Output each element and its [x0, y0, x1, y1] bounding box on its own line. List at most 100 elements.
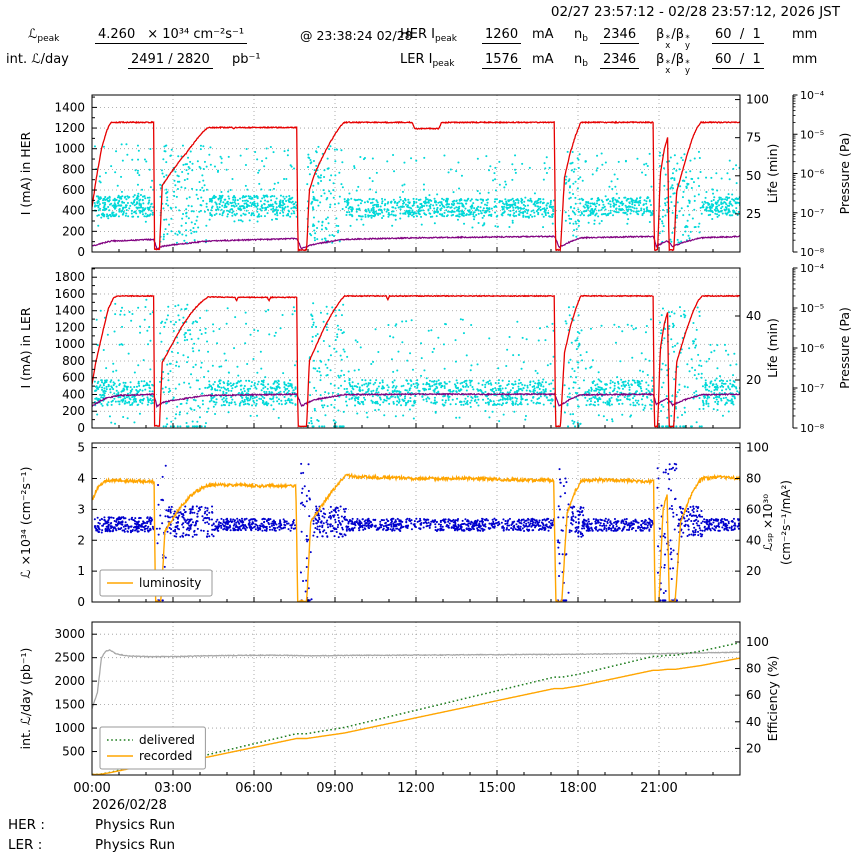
ler-pressure-line — [92, 392, 740, 409]
ler-run-line: LER : Physics Run — [0, 837, 400, 855]
svg-text:Efficiency (%): Efficiency (%) — [765, 656, 780, 742]
her-pressure-axis: 10⁻⁴ 10⁻⁵ 10⁻⁶ 10⁻⁷ 10⁻⁸ Pressure (Pa) — [792, 89, 852, 259]
svg-text:21:00: 21:00 — [640, 781, 677, 796]
svg-text:10⁻⁶: 10⁻⁶ — [800, 342, 825, 355]
svg-text:18:00: 18:00 — [559, 781, 596, 796]
svg-text:1400: 1400 — [54, 100, 85, 114]
svg-text:I (mA) in HER: I (mA) in HER — [18, 131, 33, 215]
header-date-range: 02/27 23:57:12 - 02/28 23:57:12, 2026 JS… — [550, 4, 840, 20]
lpeak-value: 4.260 — [98, 27, 136, 42]
int-lday-unit: pb⁻¹ — [232, 52, 261, 67]
her-nb-label: nb — [574, 27, 588, 44]
luminosity-specific-luminosity-scatter — [93, 462, 740, 602]
svg-text:Life (min): Life (min) — [765, 318, 780, 378]
svg-text:20: 20 — [746, 564, 761, 578]
svg-text:1000: 1000 — [54, 721, 85, 735]
ler-lifetime-scatter — [93, 298, 740, 428]
her-beta-label: β * x/β * y — [656, 27, 691, 51]
svg-text:200: 200 — [62, 404, 85, 418]
svg-text:4: 4 — [77, 472, 85, 486]
svg-text:40: 40 — [746, 715, 761, 729]
luminosity-luminosity-line — [92, 472, 740, 602]
svg-text:80: 80 — [746, 662, 761, 676]
ler-nb-label: nb — [574, 52, 588, 69]
svg-text:recorded: recorded — [139, 749, 192, 763]
ler-ipeak-value: 1576 — [482, 52, 522, 69]
svg-text:10⁻⁷: 10⁻⁷ — [800, 207, 824, 220]
svg-text:40: 40 — [746, 533, 761, 547]
her-nb-value: 2346 — [600, 27, 640, 44]
svg-text:06:00: 06:00 — [235, 781, 272, 796]
svg-text:delivered: delivered — [139, 733, 195, 747]
svg-text:2: 2 — [77, 533, 85, 547]
svg-text:1500: 1500 — [54, 698, 85, 712]
svg-text:10⁻⁶: 10⁻⁶ — [800, 168, 825, 181]
lpeak-value-group: 4.260 × 10³⁴ cm⁻²s⁻¹ — [95, 27, 248, 44]
svg-text:(cm⁻²s⁻¹/mA²): (cm⁻²s⁻¹/mA²) — [779, 480, 793, 565]
svg-text:10⁻⁴: 10⁻⁴ — [800, 262, 825, 275]
int-lday-value: 2491 / 2820 — [128, 52, 213, 69]
panel-her: 0 200 400 600 800 1000 1200 1400 25 50 75 100 I (mA)… — [18, 89, 852, 259]
luminosity-legend: luminosity — [99, 569, 213, 597]
svg-text:600: 600 — [62, 371, 85, 385]
integrated-efficiency-line — [92, 648, 740, 709]
x-axis-date: 2026/02/28 — [92, 798, 167, 813]
header-row-1: ℒpeak 4.260 × 10³⁴ cm⁻²s⁻¹ @ 23:38:24 02/… — [0, 27, 864, 51]
panel-luminosity: 0 1 2 3 4 5 20 40 60 80 100 ℒ ×10³⁴ (cm⁻²s⁻¹) ℒₛₚ ×1… — [18, 441, 793, 609]
svg-text:10⁻⁴: 10⁻⁴ — [800, 89, 825, 102]
svg-text:25: 25 — [746, 207, 761, 221]
her-ipeak-label: HER Ipeak — [400, 27, 457, 44]
svg-text:400: 400 — [62, 204, 85, 218]
svg-text:15:00: 15:00 — [478, 781, 515, 796]
svg-text:10⁻⁷: 10⁻⁷ — [800, 382, 824, 395]
int-lday-label: int. ℒ/day — [6, 52, 69, 67]
svg-text:Pressure (Pa): Pressure (Pa) — [837, 307, 852, 389]
ler-beta-unit: mm — [792, 52, 818, 67]
svg-text:Pressure (Pa): Pressure (Pa) — [837, 133, 852, 215]
svg-text:1200: 1200 — [54, 121, 85, 135]
panel-integrated: 500 1000 1500 2000 2500 3000 20 40 60 80 100 int. ℒ… — [18, 621, 780, 776]
ler-nb-symbol: n — [574, 52, 583, 67]
her-nb-sub: b — [582, 34, 588, 44]
her-current-line — [92, 120, 740, 252]
svg-text:60: 60 — [746, 688, 761, 702]
svg-text:800: 800 — [62, 354, 85, 368]
svg-text:1800: 1800 — [54, 270, 85, 284]
svg-text:0: 0 — [77, 421, 85, 435]
svg-text:100: 100 — [746, 93, 769, 107]
her-grid — [92, 95, 740, 252]
integrated-grid — [92, 622, 740, 775]
svg-text:1000: 1000 — [54, 142, 85, 156]
lpeak-unit: × 10³⁴ cm⁻²s⁻¹ — [147, 27, 245, 42]
svg-text:10⁻⁵: 10⁻⁵ — [800, 128, 824, 141]
svg-text:0: 0 — [77, 245, 85, 259]
her-ipeak-sub: peak — [435, 34, 457, 44]
svg-text:5: 5 — [77, 441, 85, 455]
her-current-unit: mA — [532, 27, 554, 42]
panel-ler: 0 200 400 600 800 1000 1200 1400 1600 1800 20 40 I (… — [18, 262, 852, 435]
ler-nb-sub: b — [582, 59, 588, 69]
ler-ipeak-label: LER Ipeak — [400, 52, 454, 69]
svg-text:09:00: 09:00 — [316, 781, 353, 796]
svg-text:1400: 1400 — [54, 304, 85, 318]
svg-text:3000: 3000 — [54, 627, 85, 641]
svg-text:20: 20 — [746, 741, 761, 755]
ler-nb-value: 2346 — [600, 52, 640, 69]
svg-text:3: 3 — [77, 502, 85, 516]
svg-text:int. ℒ/day (pb⁻¹): int. ℒ/day (pb⁻¹) — [18, 648, 33, 750]
svg-text:200: 200 — [62, 224, 85, 238]
svg-text:400: 400 — [62, 387, 85, 401]
her-ipeak-value: 1260 — [482, 27, 522, 44]
her-beta-value: 60 / 1 — [712, 27, 764, 44]
her-run-line: HER : Physics Run — [0, 817, 400, 835]
svg-text:60: 60 — [746, 502, 761, 516]
svg-text:1600: 1600 — [54, 287, 85, 301]
lpeak-symbol: ℒ — [28, 27, 38, 42]
her-beta-unit: mm — [792, 27, 818, 42]
lpeak-sub: peak — [37, 34, 60, 44]
svg-text:I (mA) in LER: I (mA) in LER — [18, 307, 33, 388]
her-ipeak-text: HER I — [400, 27, 435, 42]
lpeak-timestamp: @ 23:38:24 02/28 — [300, 28, 413, 43]
